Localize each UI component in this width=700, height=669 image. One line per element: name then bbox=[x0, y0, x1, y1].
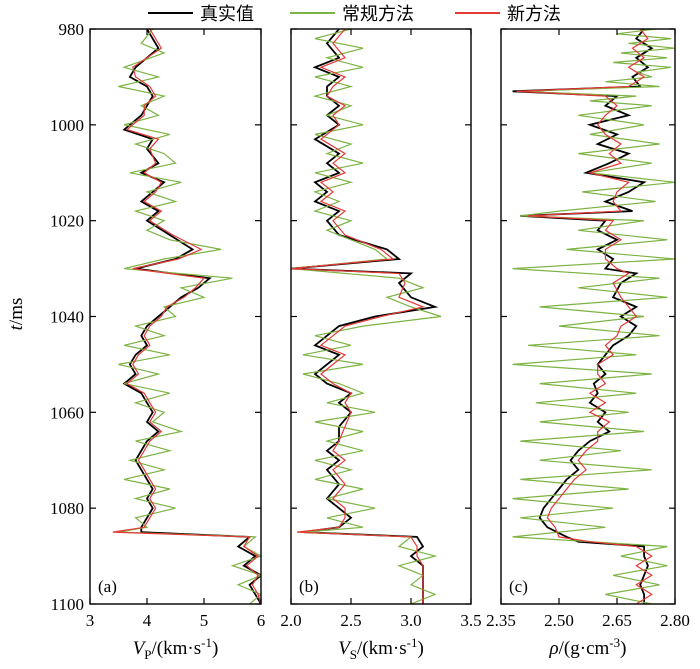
x-tick-label: 2.35 bbox=[486, 611, 516, 630]
panel-a: 3 4 5 6 980 1000 1020 1040 1060 1080 1100 (a) VP/(km… bbox=[50, 20, 265, 662]
panel-label: (a) bbox=[98, 577, 117, 596]
x-axis-unit: /(g·cm bbox=[559, 638, 610, 659]
x-axis-close: ) bbox=[417, 638, 423, 659]
x-tick-label: 3 bbox=[86, 611, 95, 630]
y-tick-label: 1100 bbox=[51, 595, 84, 614]
x-axis-close: ) bbox=[620, 638, 626, 659]
x-axis-superscript: -1 bbox=[201, 635, 212, 650]
svg-text:t/ms: t/ms bbox=[6, 298, 27, 331]
x-axis-subscript: P bbox=[144, 647, 151, 662]
y-tick-label: 1000 bbox=[50, 116, 84, 135]
x-axis-title: VP/(km·s-1) bbox=[133, 635, 219, 662]
series-line-true-2 bbox=[291, 29, 439, 604]
x-tick-label: 2.0 bbox=[280, 611, 301, 630]
legend-label-new: 新方法 bbox=[507, 4, 561, 25]
panel-b: 2.0 2.5 3.0 3.5 (b) VS/(km·s-1) bbox=[280, 28, 482, 662]
series-line-conventional-1 bbox=[118, 29, 261, 604]
x-axis-title: ρ/(g·cm-3) bbox=[549, 635, 627, 659]
y-axis-title-symbol: t bbox=[6, 324, 27, 330]
x-axis-symbol: ρ bbox=[549, 638, 559, 659]
x-tick-label: 3.5 bbox=[460, 611, 481, 630]
legend-label-true: 真实值 bbox=[200, 4, 254, 25]
x-tick-label: 6 bbox=[257, 611, 266, 630]
legend: 真实值 常规方法 新方法 bbox=[148, 4, 561, 25]
series-line-conventional-3 bbox=[512, 29, 675, 604]
x-tick-label: 5 bbox=[200, 611, 209, 630]
x-tick-label: 2.65 bbox=[602, 611, 632, 630]
x-axis-superscript: -1 bbox=[407, 635, 418, 650]
x-axis-superscript: -3 bbox=[609, 635, 620, 650]
y-axis-title-unit: /ms bbox=[6, 298, 27, 325]
y-tick-label: 1060 bbox=[50, 403, 84, 422]
panel-label: (c) bbox=[509, 577, 528, 596]
x-axis-close: ) bbox=[212, 638, 218, 659]
x-axis-symbol: V bbox=[338, 638, 352, 659]
y-tick-label: 1020 bbox=[50, 212, 84, 231]
y-axis-title: t/ms bbox=[6, 298, 27, 331]
series-line-new-1 bbox=[112, 29, 261, 604]
series-line-conventional-2 bbox=[291, 29, 442, 604]
x-tick-label: 4 bbox=[143, 611, 152, 630]
panel-c: 2.35 2.50 2.65 2.80 (c) ρ/(g·cm-3) bbox=[486, 28, 690, 659]
x-tick-label: 3.0 bbox=[400, 611, 421, 630]
legend-label-conventional: 常规方法 bbox=[342, 4, 414, 25]
x-tick-label: 2.80 bbox=[660, 611, 690, 630]
x-axis-subscript: S bbox=[350, 647, 357, 662]
y-tick-label: 980 bbox=[59, 20, 85, 39]
x-axis-unit: /(km·s bbox=[357, 638, 407, 659]
panel-frame bbox=[500, 28, 676, 605]
x-tick-label: 2.5 bbox=[340, 611, 361, 630]
panels: 3 4 5 6980100010201040106010801100(a)VP/(km… bbox=[50, 20, 690, 662]
y-tick-label: 1080 bbox=[50, 499, 84, 518]
x-axis-title: VS/(km·s-1) bbox=[338, 635, 424, 662]
series-line-new-3 bbox=[516, 29, 653, 604]
panel-label: (b) bbox=[299, 577, 319, 596]
x-axis-symbol: V bbox=[133, 638, 147, 659]
x-axis-unit: /(km·s bbox=[152, 638, 202, 659]
y-tick-label: 1040 bbox=[50, 308, 84, 327]
series-line-new-2 bbox=[291, 29, 426, 604]
x-tick-label: 2.50 bbox=[544, 611, 574, 630]
